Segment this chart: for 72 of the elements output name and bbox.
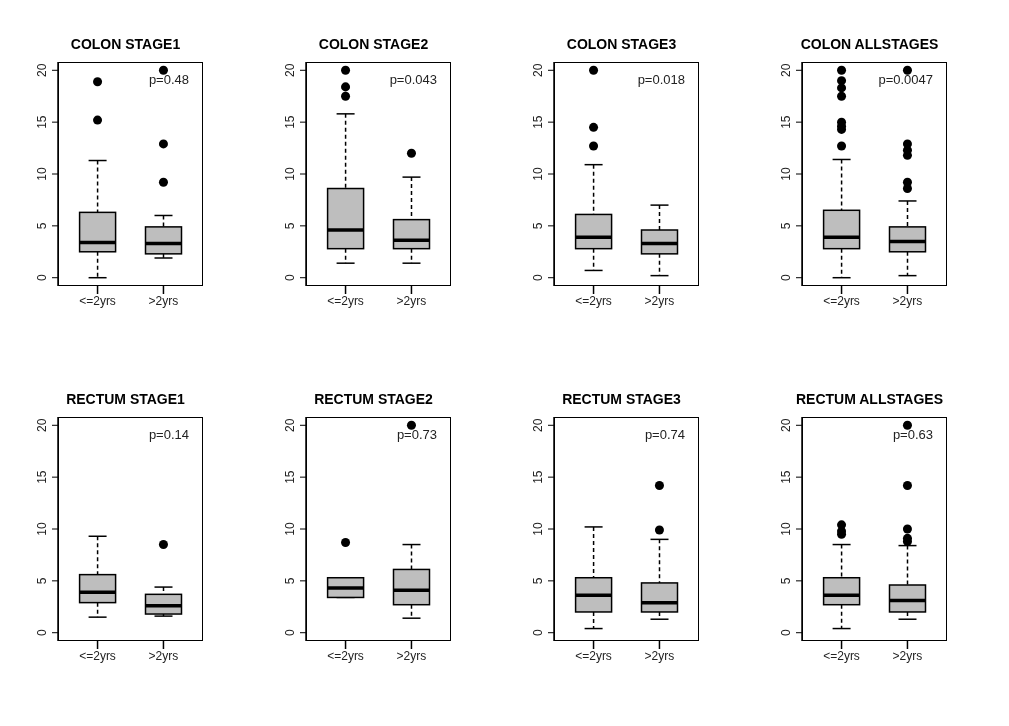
x-tick-label: >2yrs [396, 293, 427, 308]
x-tick-label: >2yrs [148, 648, 179, 663]
chart-title: COLON STAGE1 [69, 35, 182, 52]
y-tick-label: 0 [531, 274, 545, 282]
y-tick-label: 10 [35, 167, 49, 181]
x-tick-label: <=2yrs [79, 648, 116, 663]
chart-title: RECTUM STAGE2 [313, 390, 434, 407]
y-tick-label: 15 [531, 115, 545, 129]
x-tick-label: >2yrs [892, 648, 923, 663]
y-tick-label: 5 [531, 577, 545, 585]
x-tick-label: <=2yrs [823, 648, 860, 663]
y-tick-label: 5 [35, 577, 49, 585]
x-tick-label: <=2yrs [823, 293, 860, 308]
x-tick-label: >2yrs [148, 293, 179, 308]
y-tick-label: 10 [531, 167, 545, 181]
y-tick-label: 10 [283, 167, 297, 181]
y-tick-label: 0 [35, 274, 49, 282]
chart-title: COLON ALLSTAGES [799, 35, 940, 52]
y-tick-label: 20 [35, 418, 49, 432]
y-tick-label: 5 [531, 222, 545, 230]
y-tick-label: 10 [531, 522, 545, 536]
y-tick-label: 10 [283, 522, 297, 536]
annotation: p=0.0047 [878, 72, 933, 87]
y-tick-label: 0 [531, 629, 545, 637]
x-tick-label: >2yrs [644, 293, 675, 308]
annotation: p=0.74 [644, 427, 685, 442]
annotation: p=0.018 [637, 72, 685, 87]
y-tick-label: 0 [283, 274, 297, 282]
y-tick-label: 15 [35, 115, 49, 129]
annotation: p=0.043 [389, 72, 437, 87]
x-tick-label: <=2yrs [327, 293, 364, 308]
y-tick-label: 15 [531, 470, 545, 484]
y-tick-label: 15 [779, 470, 793, 484]
chart-title: COLON STAGE3 [565, 35, 678, 52]
y-tick-label: 15 [283, 115, 297, 129]
y-tick-label: 20 [283, 63, 297, 77]
y-tick-label: 5 [283, 577, 297, 585]
x-tick-label: >2yrs [644, 648, 675, 663]
y-tick-label: 5 [283, 222, 297, 230]
y-tick-label: 10 [779, 522, 793, 536]
annotation: p=0.14 [148, 427, 189, 442]
y-tick-label: 5 [779, 222, 793, 230]
x-tick-label: >2yrs [396, 648, 427, 663]
y-tick-label: 20 [531, 418, 545, 432]
chart-title: RECTUM ALLSTAGES [795, 390, 944, 407]
y-tick-label: 0 [35, 629, 49, 637]
y-tick-label: 15 [283, 470, 297, 484]
annotation: p=0.48 [148, 72, 189, 87]
y-tick-label: 5 [35, 222, 49, 230]
x-tick-label: <=2yrs [575, 648, 612, 663]
chart-title: RECTUM STAGE1 [65, 390, 186, 407]
y-tick-label: 15 [779, 115, 793, 129]
x-tick-label: <=2yrs [79, 293, 116, 308]
y-tick-label: 15 [35, 470, 49, 484]
y-tick-label: 0 [779, 274, 793, 282]
y-tick-label: 10 [779, 167, 793, 181]
y-tick-label: 20 [779, 63, 793, 77]
chart-title: RECTUM STAGE3 [561, 390, 682, 407]
annotation: p=0.63 [892, 427, 933, 442]
chart-title: COLON STAGE2 [317, 35, 430, 52]
x-tick-label: <=2yrs [575, 293, 612, 308]
y-tick-label: 20 [779, 418, 793, 432]
y-tick-label: 5 [779, 577, 793, 585]
y-tick-label: 10 [35, 522, 49, 536]
y-tick-label: 0 [283, 629, 297, 637]
x-tick-label: <=2yrs [327, 648, 364, 663]
y-tick-label: 20 [531, 63, 545, 77]
y-tick-label: 20 [35, 63, 49, 77]
annotation: p=0.73 [396, 427, 437, 442]
y-tick-label: 0 [779, 629, 793, 637]
y-tick-label: 20 [283, 418, 297, 432]
x-tick-label: >2yrs [892, 293, 923, 308]
